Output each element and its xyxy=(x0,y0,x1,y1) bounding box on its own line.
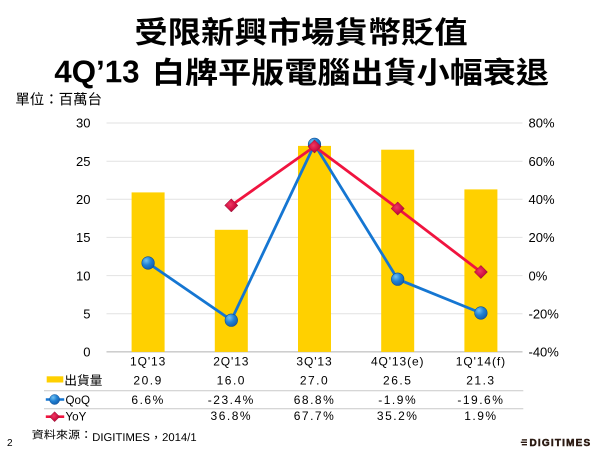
svg-text:20.9: 20.9 xyxy=(133,374,162,388)
svg-text:15: 15 xyxy=(76,230,90,245)
svg-text:-20%: -20% xyxy=(529,306,560,321)
svg-text:68.8%: 68.8% xyxy=(294,393,336,407)
svg-text:-19.6%: -19.6% xyxy=(457,393,504,407)
svg-text:20%: 20% xyxy=(529,230,555,245)
svg-text:10: 10 xyxy=(76,268,90,283)
svg-text:30: 30 xyxy=(76,116,90,131)
svg-text:35.2%: 35.2% xyxy=(377,409,419,423)
svg-text:DIGITIMES: DIGITIMES xyxy=(530,438,592,449)
svg-text:6.6%: 6.6% xyxy=(131,393,164,407)
svg-text:0%: 0% xyxy=(529,268,548,283)
svg-text:36.8%: 36.8% xyxy=(211,409,253,423)
svg-text:4Q'13(e): 4Q'13(e) xyxy=(371,354,425,368)
svg-text:0: 0 xyxy=(83,345,90,360)
svg-text:27.0: 27.0 xyxy=(300,374,329,388)
svg-text:21.3: 21.3 xyxy=(466,374,495,388)
svg-text:5: 5 xyxy=(83,306,90,321)
svg-text:1.9%: 1.9% xyxy=(464,409,497,423)
svg-text:-23.4%: -23.4% xyxy=(208,393,255,407)
svg-text:80%: 80% xyxy=(529,116,555,131)
svg-text:40%: 40% xyxy=(529,192,555,207)
svg-text:67.7%: 67.7% xyxy=(294,409,336,423)
svg-text:1Q'13: 1Q'13 xyxy=(130,354,166,368)
svg-text:YoY: YoY xyxy=(66,410,87,423)
svg-text:20: 20 xyxy=(76,192,90,207)
svg-text:2: 2 xyxy=(7,438,13,449)
svg-text:-40%: -40% xyxy=(529,345,560,360)
svg-text:60%: 60% xyxy=(529,154,555,169)
svg-text:QoQ: QoQ xyxy=(66,394,90,407)
svg-text:2Q'13: 2Q'13 xyxy=(213,354,249,368)
svg-text:25: 25 xyxy=(76,154,90,169)
svg-text:3Q'13: 3Q'13 xyxy=(296,354,332,368)
svg-text:-1.9%: -1.9% xyxy=(378,393,417,407)
svg-text:1Q'14(f): 1Q'14(f) xyxy=(456,354,506,368)
svg-text:26.5: 26.5 xyxy=(383,374,412,388)
svg-text:16.0: 16.0 xyxy=(217,374,246,388)
